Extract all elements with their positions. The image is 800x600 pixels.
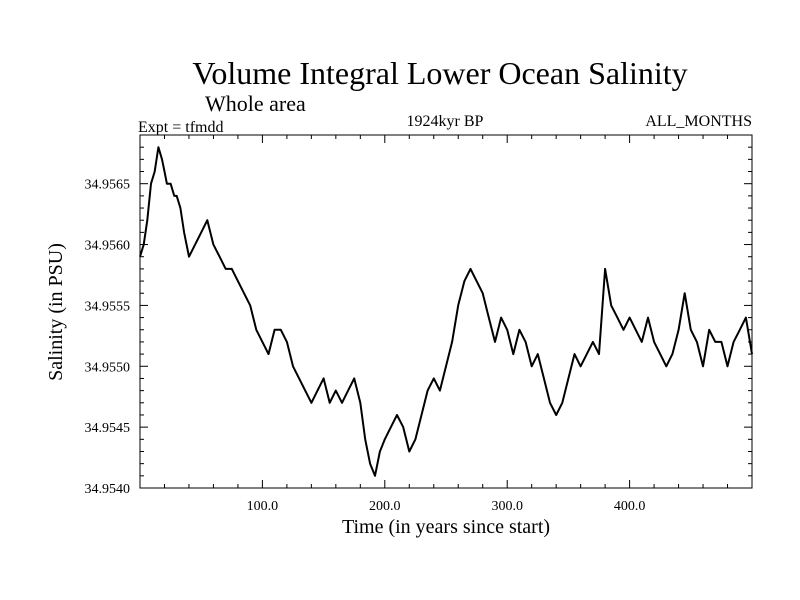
- y-axis-ticks: 34.9540 34.9545 34.9550 34.9555 34.9560 34.95…: [85, 134, 752, 497]
- x-axis-ticks: 100.0 200.0 300.0 400.0: [163, 135, 729, 514]
- plot-frame: [139, 134, 753, 489]
- experiment-label: Expt = tfmdd: [138, 119, 223, 136]
- y-tick-label: 34.9540: [85, 482, 131, 497]
- y-tick-label: 34.9550: [85, 360, 131, 375]
- y-tick-label: 34.9545: [85, 421, 131, 436]
- y-axis-label: Salinity (in PSU): [45, 243, 67, 381]
- x-tick-label: 200.0: [369, 499, 401, 514]
- y-tick-label: 34.9560: [85, 239, 131, 254]
- y-tick-label: 34.9565: [85, 178, 131, 193]
- y-tick-label: 34.9555: [85, 299, 131, 314]
- x-tick-label: 400.0: [614, 499, 646, 514]
- months-label: ALL_MONTHS: [645, 113, 752, 130]
- chart-subtitle: Whole area: [205, 91, 306, 116]
- x-axis-label: Time (in years since start): [342, 516, 550, 538]
- series-line-salinity: [139, 146, 753, 477]
- period-label: 1924kyr BP: [407, 113, 484, 130]
- x-tick-label: 300.0: [491, 499, 523, 514]
- x-tick-label: 100.0: [247, 499, 279, 514]
- chart-title: Volume Integral Lower Ocean Salinity: [192, 55, 687, 91]
